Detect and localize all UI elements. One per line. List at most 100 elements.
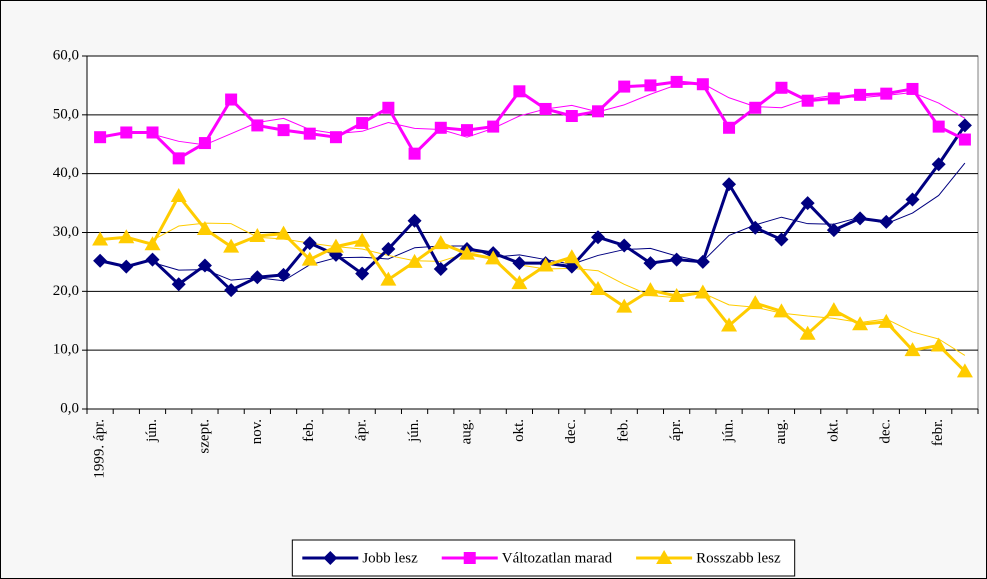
y-tick-label: 50,0 bbox=[53, 106, 79, 122]
marker bbox=[434, 121, 447, 134]
marker bbox=[329, 131, 342, 144]
marker bbox=[303, 127, 316, 140]
x-tick-label: feb. bbox=[301, 419, 317, 442]
marker bbox=[644, 79, 657, 92]
marker bbox=[432, 235, 449, 250]
marker bbox=[276, 267, 291, 282]
marker bbox=[433, 261, 448, 276]
marker bbox=[356, 117, 369, 130]
marker bbox=[170, 188, 187, 203]
marker bbox=[616, 298, 633, 313]
marker bbox=[171, 277, 186, 292]
marker bbox=[801, 94, 814, 107]
marker bbox=[301, 251, 318, 266]
marker bbox=[94, 131, 107, 144]
marker bbox=[618, 80, 631, 93]
marker bbox=[722, 177, 737, 192]
x-tick-label: szept. bbox=[196, 419, 212, 454]
marker bbox=[381, 241, 396, 256]
marker bbox=[460, 124, 473, 137]
marker bbox=[800, 196, 815, 211]
marker bbox=[512, 256, 527, 271]
marker bbox=[879, 214, 894, 229]
marker bbox=[853, 211, 868, 226]
marker bbox=[458, 245, 475, 260]
marker bbox=[145, 252, 160, 267]
marker bbox=[196, 220, 213, 235]
marker bbox=[747, 295, 764, 310]
marker bbox=[144, 236, 161, 251]
marker bbox=[487, 120, 500, 133]
marker bbox=[904, 342, 921, 357]
legend-label: Változatlan marad bbox=[502, 550, 613, 566]
marker bbox=[957, 118, 972, 133]
marker bbox=[878, 313, 895, 328]
marker bbox=[854, 88, 867, 101]
marker bbox=[668, 288, 685, 303]
y-tick-label: 10,0 bbox=[53, 342, 79, 358]
y-tick-label: 40,0 bbox=[53, 165, 79, 181]
marker bbox=[382, 101, 395, 114]
marker bbox=[225, 93, 238, 106]
x-tick-label: jún. bbox=[720, 419, 736, 443]
x-tick-label: okt. bbox=[511, 419, 527, 442]
marker bbox=[327, 238, 344, 253]
x-tick-label: jún. bbox=[144, 419, 160, 443]
legend-label: Rosszabb lesz bbox=[696, 550, 781, 566]
marker bbox=[275, 225, 292, 240]
marker bbox=[723, 121, 736, 134]
series-line bbox=[99, 194, 966, 373]
marker bbox=[249, 228, 266, 243]
y-tick-label: 20,0 bbox=[53, 283, 79, 299]
marker bbox=[93, 253, 108, 268]
legend-marker bbox=[323, 551, 338, 565]
marker bbox=[590, 280, 607, 295]
x-tick-label: febr. bbox=[930, 419, 946, 446]
x-tick-label: nov. bbox=[249, 419, 265, 444]
marker bbox=[669, 252, 684, 267]
marker bbox=[852, 316, 869, 331]
marker bbox=[407, 213, 422, 228]
marker bbox=[380, 271, 397, 286]
marker bbox=[930, 337, 947, 352]
marker bbox=[721, 317, 738, 332]
marker bbox=[224, 283, 239, 298]
marker bbox=[695, 254, 710, 269]
marker bbox=[354, 232, 371, 247]
x-tick-label: dec. bbox=[878, 419, 894, 444]
x-tick-label: ápr. bbox=[668, 419, 684, 441]
marker bbox=[119, 259, 134, 274]
marker bbox=[617, 238, 632, 253]
marker bbox=[513, 85, 526, 98]
legend-marker bbox=[656, 550, 673, 564]
series-line bbox=[99, 124, 967, 292]
marker bbox=[905, 192, 920, 207]
marker bbox=[774, 232, 789, 247]
legend-marker bbox=[463, 552, 476, 564]
marker bbox=[565, 110, 578, 123]
marker bbox=[825, 302, 842, 317]
marker bbox=[223, 238, 240, 253]
x-tick-label: okt. bbox=[825, 419, 841, 442]
marker bbox=[539, 102, 552, 115]
x-tick-label: aug. bbox=[458, 419, 474, 444]
marker bbox=[906, 82, 919, 95]
x-tick-label: aug. bbox=[773, 419, 789, 444]
marker bbox=[485, 250, 502, 265]
y-tick-label: 0,0 bbox=[60, 400, 79, 416]
x-tick-label: ápr. bbox=[354, 419, 370, 441]
marker bbox=[931, 157, 946, 172]
x-tick-label: 1999. ápr. bbox=[92, 419, 108, 479]
x-tick-label: jún. bbox=[406, 419, 422, 443]
marker bbox=[198, 137, 211, 150]
marker bbox=[956, 363, 973, 378]
marker bbox=[932, 120, 945, 133]
marker bbox=[146, 126, 159, 139]
marker bbox=[250, 270, 265, 285]
marker bbox=[120, 126, 133, 139]
marker bbox=[251, 119, 264, 132]
legend: Jobb lesz Változatlan marad Rosszabb lesz bbox=[291, 539, 796, 577]
marker bbox=[958, 133, 971, 146]
